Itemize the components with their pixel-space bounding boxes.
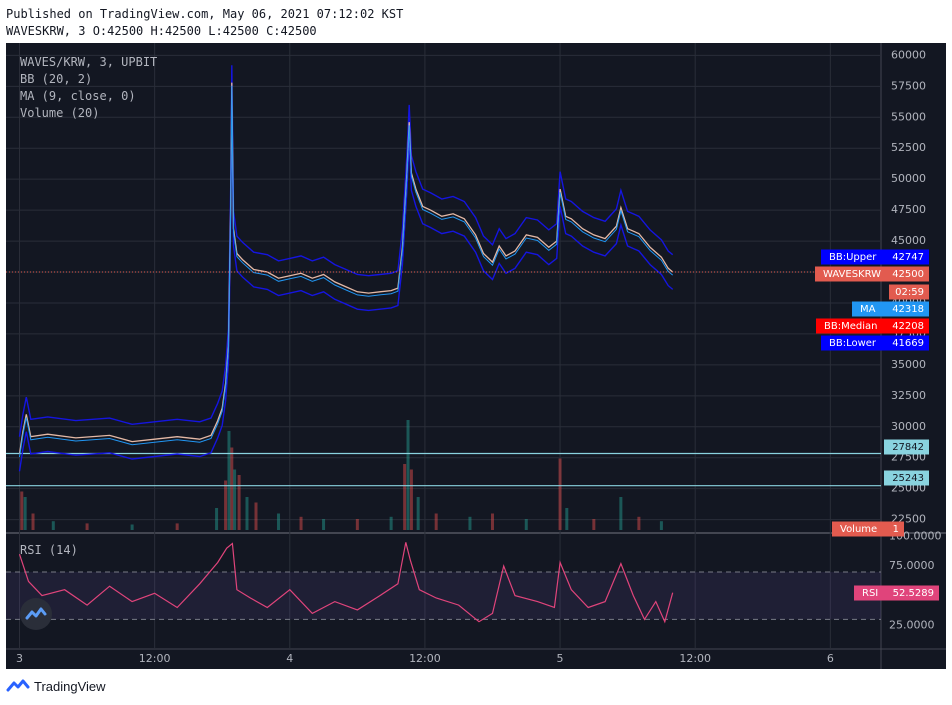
volume-bar (409, 469, 413, 530)
bb-upper-line (18, 65, 674, 437)
chart-canvas[interactable]: 3 12:00 4 12:00 5 12:00 6 60000 57500 55000 52500 5… (6, 43, 946, 669)
volume-bar (224, 480, 228, 530)
volume-bar (406, 420, 410, 530)
volume-bar (85, 523, 89, 530)
volume-bar (245, 497, 249, 530)
legend-bb[interactable]: BB (20, 2) (20, 72, 93, 86)
volume-bar (389, 516, 393, 530)
time-tick-label: 5 (557, 652, 564, 665)
volume-bar (416, 497, 420, 530)
price-tick-label: 30000 (891, 420, 926, 433)
legend-rsi[interactable]: RSI (14) (20, 543, 78, 557)
time-tick-label: 4 (286, 652, 293, 665)
price-tick-label: 57500 (891, 79, 926, 92)
price-tick-label: 55000 (891, 110, 926, 123)
last-price-tag-value: 42500 (892, 269, 924, 280)
price-tick-label: 50000 (891, 172, 926, 185)
volume-bar (592, 519, 596, 530)
time-tick-label: 12:00 (409, 652, 441, 665)
volume-bar (619, 497, 623, 530)
legend-ma[interactable]: MA (9, close, 0) (20, 89, 136, 103)
volume-tag-bg (832, 521, 904, 537)
time-tick-label: 3 (16, 652, 23, 665)
rsi-line (18, 542, 674, 624)
price-tick-label: 45000 (891, 234, 926, 247)
volume-bar (23, 497, 27, 530)
volume-bar (434, 513, 438, 530)
price-tick-label: 47500 (891, 203, 926, 216)
ohlc-line: WAVESKRW, 3 O:42500 H:42500 L:42500 C:42… (6, 24, 317, 38)
volume-bar (299, 516, 303, 530)
ma-tag-value: 42318 (892, 304, 924, 315)
volume-bar (355, 519, 359, 530)
volume-bar (558, 458, 562, 530)
bb-lower-tag-value: 41669 (892, 338, 924, 349)
bb-lower-tag-label: BB:Lower (829, 338, 877, 349)
hline-1-tag-bg (884, 439, 929, 455)
hline-2-tag-value: 25243 (892, 473, 924, 484)
volume-bar (403, 464, 407, 530)
volume-bar (659, 521, 663, 530)
volume-bar (215, 508, 219, 530)
hline-1-tag-value: 27842 (892, 442, 924, 453)
watermark-logo-icon (20, 598, 52, 630)
bb-upper-tag-value: 42747 (892, 252, 924, 263)
volume-bar (227, 431, 231, 530)
volume-bar (637, 516, 641, 530)
chart-frame[interactable]: 3 12:00 4 12:00 5 12:00 6 60000 57500 55000 52500 5… (6, 43, 946, 669)
rsi-band (6, 571, 881, 620)
ma-line (19, 85, 674, 458)
price-tick-label: 52500 (891, 141, 926, 154)
bb-upper-tag-label: BB:Upper (829, 252, 877, 263)
hline-2-tag-bg (884, 470, 929, 486)
volume-bar (524, 519, 528, 530)
volume-bar (230, 447, 234, 530)
last-price-tag-label: WAVESKRW (823, 269, 881, 280)
tradingview-name: TradingView (34, 678, 106, 694)
volume-bar (237, 475, 241, 530)
ma-tag-bg (852, 301, 929, 317)
bb-lower-tag-bg (821, 335, 929, 351)
price-line (18, 82, 674, 455)
countdown-tag-bg (889, 284, 929, 300)
volume-bar (233, 469, 237, 530)
bb-median-tag-bg (816, 318, 929, 334)
time-tick-label: 6 (827, 652, 834, 665)
volume-bar (20, 491, 24, 530)
bb-upper-tag-bg (821, 249, 929, 265)
volume-tag-value: 1 (893, 524, 899, 535)
volume-bar (490, 513, 494, 530)
rsi-tag-value: 52.5289 (893, 588, 934, 599)
rsi-tag-bg (854, 585, 939, 601)
price-tick-label: 60000 (891, 48, 926, 61)
volume-bar (175, 523, 179, 530)
volume-bar (130, 524, 134, 530)
volume-bar (277, 513, 281, 530)
volume-bar (322, 519, 326, 530)
tradingview-logo-icon (6, 679, 30, 692)
volume-bar (468, 516, 472, 530)
volume-tag-label: Volume (840, 524, 877, 535)
time-tick-label: 12:00 (679, 652, 711, 665)
rsi-tick-label: 25.0000 (889, 618, 935, 631)
volume-bar (565, 508, 569, 530)
last-price-tag-bg (815, 266, 929, 282)
volume-bar (254, 502, 258, 530)
time-tick-label: 12:00 (139, 652, 171, 665)
rsi-tag-label: RSI (862, 588, 878, 599)
volume-bar (51, 521, 55, 530)
rsi-tick-label: 75.0000 (889, 559, 935, 572)
price-tick-label: 35000 (891, 358, 926, 371)
countdown-tag-value: 02:59 (895, 287, 924, 298)
bb-median-tag-label: BB:Median (824, 321, 877, 332)
ma-tag-label: MA (860, 304, 876, 315)
tradingview-brand[interactable]: TradingView (6, 678, 106, 694)
volume-bar (31, 513, 35, 530)
published-line: Published on TradingView.com, May 06, 20… (6, 7, 404, 21)
legend-volume[interactable]: Volume (20) (20, 106, 100, 120)
bb-lower-line (18, 99, 674, 472)
bb-median-tag-value: 42208 (892, 321, 924, 332)
price-tick-label: 32500 (891, 389, 926, 402)
legend-symbol[interactable]: WAVES/KRW, 3, UPBIT (20, 55, 158, 69)
